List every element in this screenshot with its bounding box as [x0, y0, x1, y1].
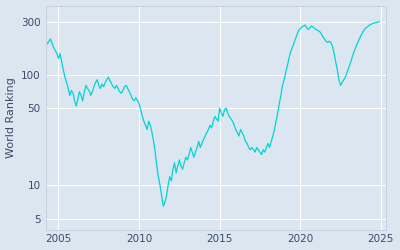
Y-axis label: World Ranking: World Ranking	[6, 77, 16, 158]
